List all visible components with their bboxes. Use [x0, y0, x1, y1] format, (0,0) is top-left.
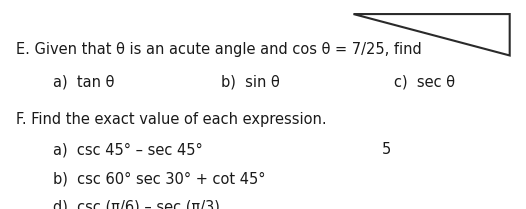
Text: a)  tan θ: a) tan θ: [53, 74, 114, 89]
Text: E. Given that θ is an acute angle and cos θ = 7/25, find: E. Given that θ is an acute angle and co…: [16, 42, 421, 57]
Text: 5: 5: [382, 143, 391, 158]
Text: F. Find the exact value of each expression.: F. Find the exact value of each expressi…: [16, 112, 327, 127]
Text: a)  csc 45° – sec 45°: a) csc 45° – sec 45°: [53, 143, 203, 158]
Text: d)  csc (π/6) – sec (π/3): d) csc (π/6) – sec (π/3): [53, 200, 219, 209]
Text: c)  sec θ: c) sec θ: [394, 74, 456, 89]
Text: b)  csc 60° sec 30° + cot 45°: b) csc 60° sec 30° + cot 45°: [53, 171, 265, 186]
Text: b)  sin θ: b) sin θ: [221, 74, 280, 89]
